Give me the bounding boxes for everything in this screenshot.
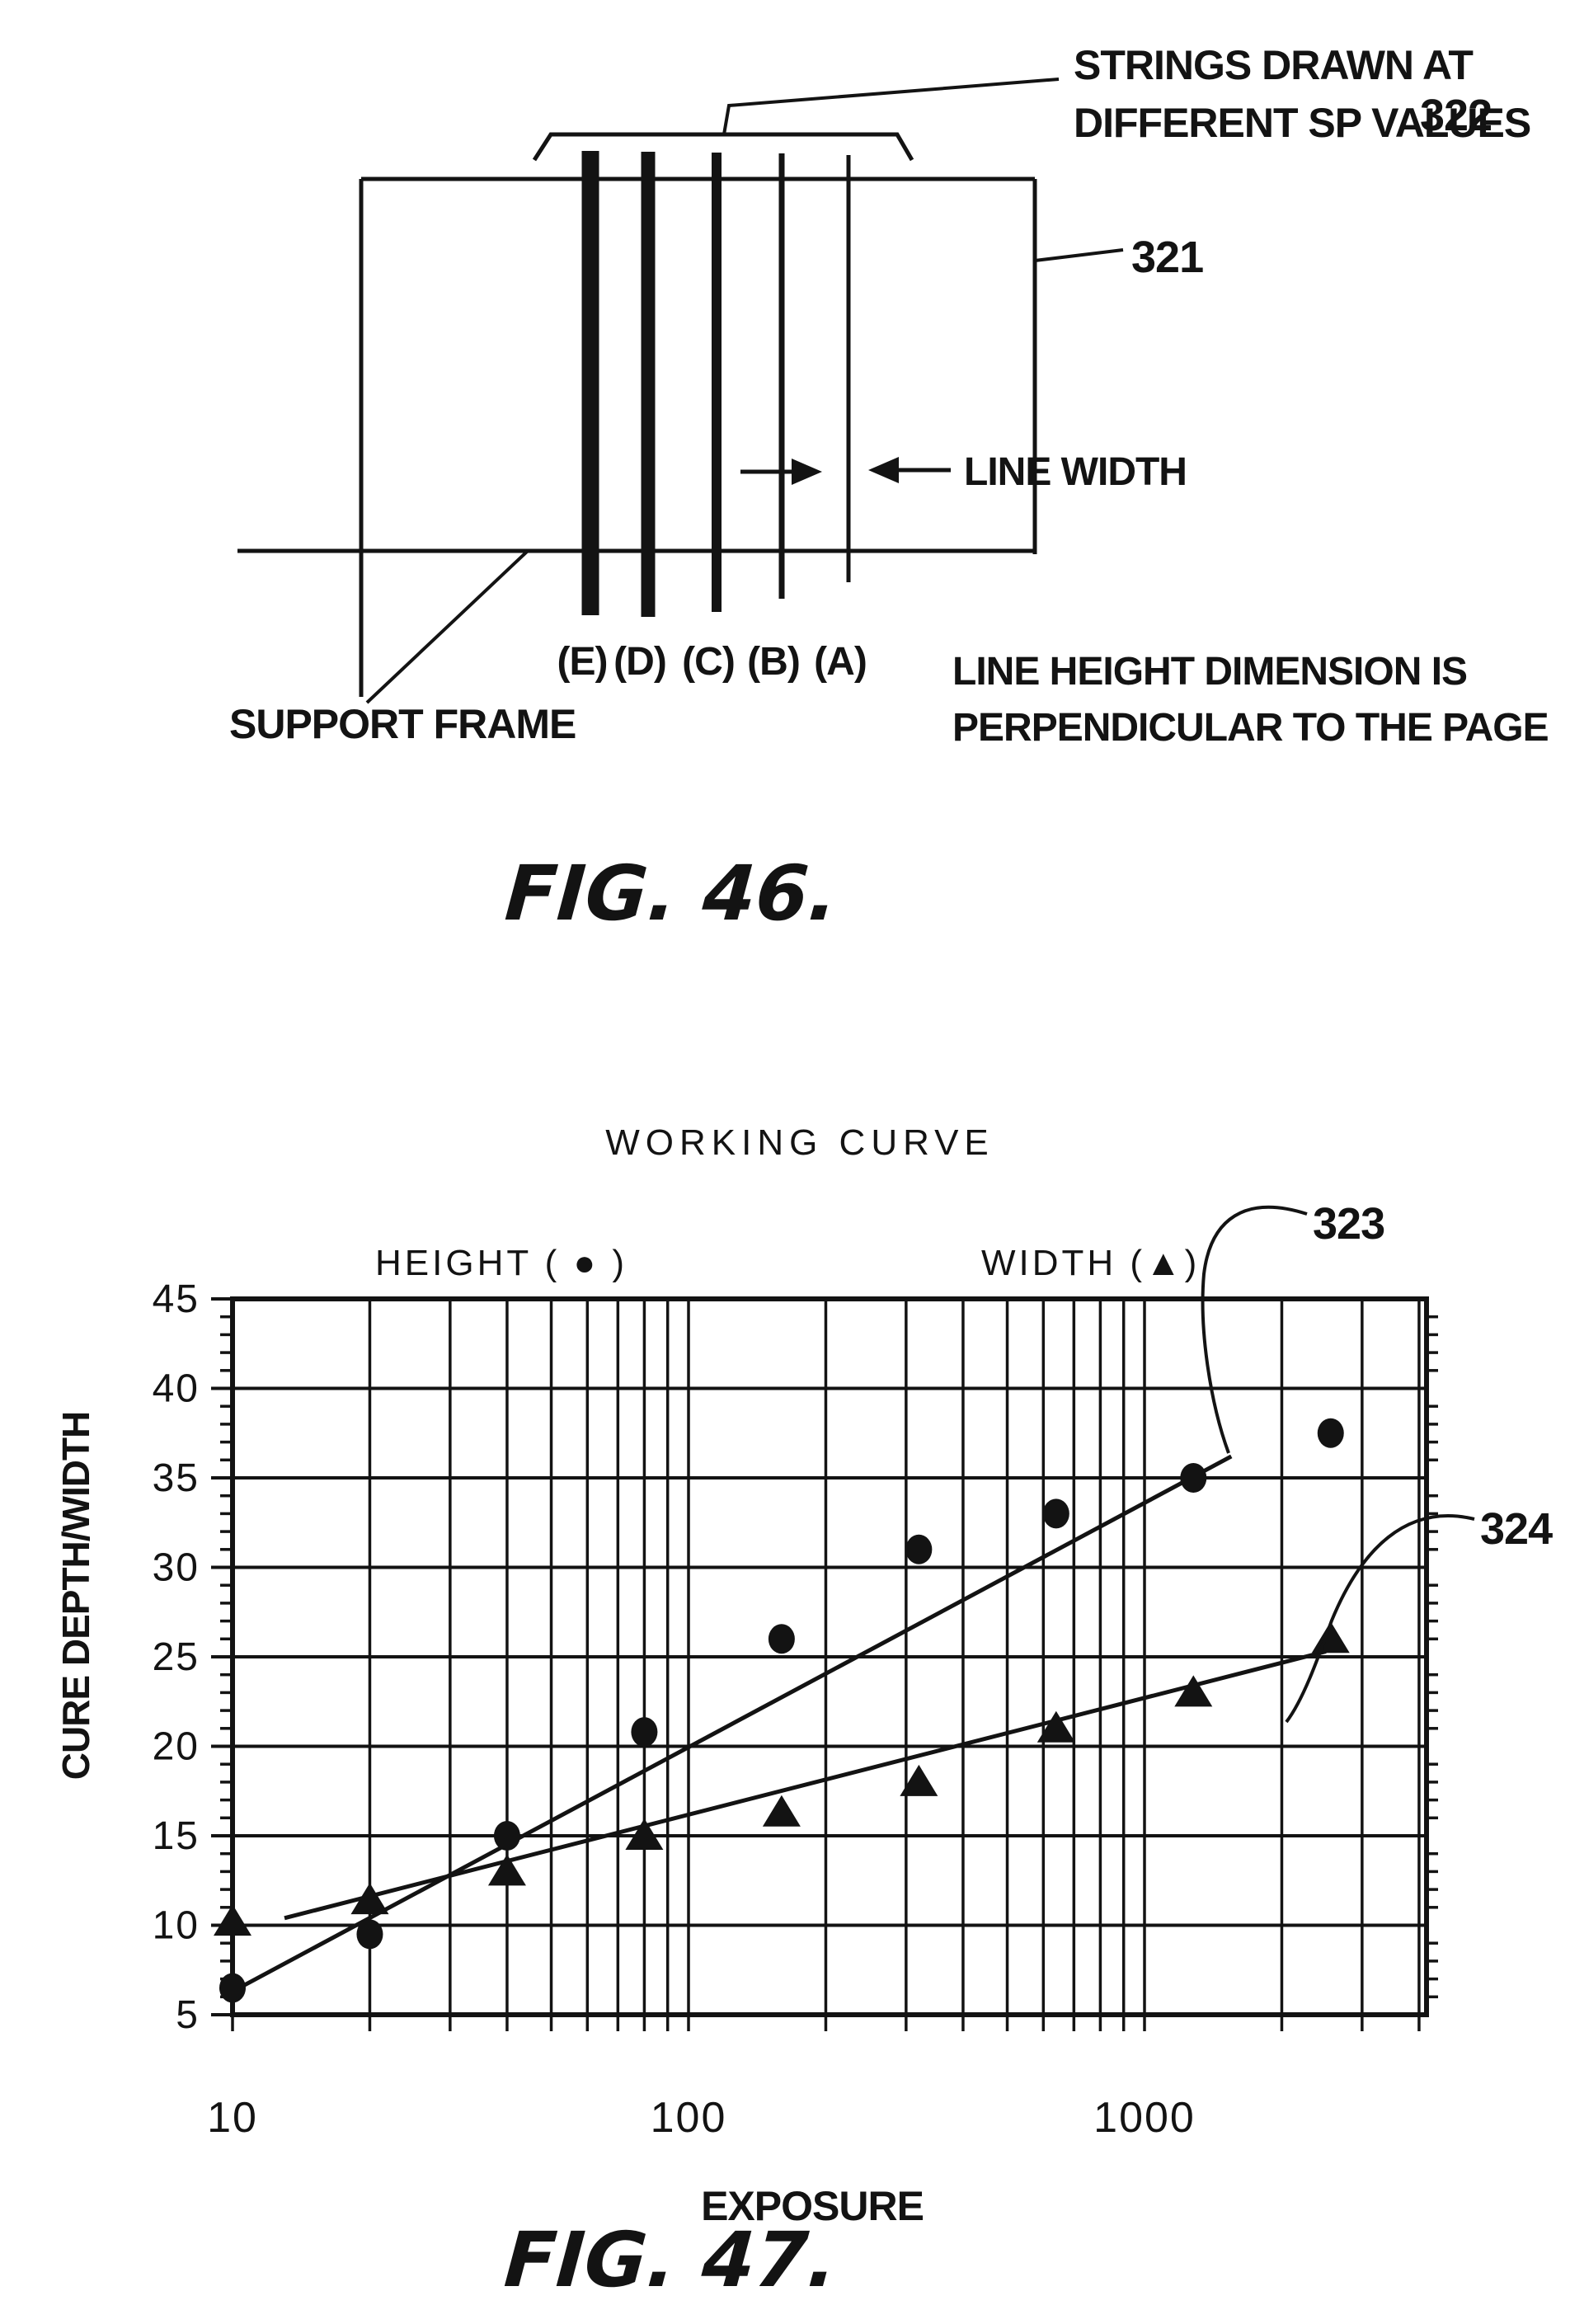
string-label: (D) — [613, 640, 666, 684]
string-line — [778, 153, 785, 599]
strings-note-line1: STRINGS DRAWN AT — [1074, 42, 1473, 88]
string-label: (C) — [682, 640, 735, 684]
width-data-point — [1036, 1710, 1075, 1743]
ref-324-leader-line — [1285, 1514, 1475, 1724]
string-line — [641, 152, 656, 617]
height-data-point — [768, 1624, 795, 1654]
height-data-point — [905, 1534, 933, 1564]
data-points-group — [214, 1418, 1350, 2003]
y-axis-title: CURE DEPTH/WIDTH — [54, 1412, 97, 1781]
chart-title: WORKING CURVE — [605, 1122, 994, 1163]
ref-323-label: 323 — [1313, 1199, 1384, 1249]
x-tick-label: 1000 — [1093, 2094, 1196, 2142]
height-note-line1: LINE HEIGHT DIMENSION IS — [952, 650, 1467, 694]
y-tick-label: 40 — [153, 1367, 200, 1411]
width-data-point — [350, 1883, 389, 1915]
ref-321-label: 321 — [1131, 233, 1203, 282]
y-tick-label: 5 — [176, 1993, 200, 2037]
trend-lines-group — [231, 1454, 1327, 1993]
line-width-arrow-right-head — [792, 459, 822, 485]
height-data-point — [1317, 1418, 1344, 1448]
x-tick-label: 100 — [651, 2094, 727, 2142]
fig47-caption: FIG. 47. — [501, 2216, 839, 2304]
line-width-label: LINE WIDTH — [964, 450, 1187, 494]
width-data-point — [214, 1904, 251, 1936]
string-line — [712, 153, 722, 612]
string-label: (B) — [747, 640, 800, 684]
y-tick-label: 10 — [153, 1904, 200, 1948]
string-label: (E) — [557, 640, 608, 684]
fig47-chart: 5 10 15 20 25 30 35 40 45 10 100 1000 WORKING CURVE… — [54, 1122, 1554, 2304]
y-tick-label: 15 — [153, 1814, 200, 1858]
width-data-point — [487, 1854, 526, 1886]
height-data-point — [356, 1919, 383, 1950]
strings-note-leader-line — [722, 78, 1060, 135]
string-labels-group: (E) (D) (C) (B) (A) — [557, 640, 867, 684]
y-tick-label: 25 — [153, 1635, 200, 1679]
y-tick-label: 45 — [153, 1277, 200, 1321]
axis-tick-labels-group: 5 10 15 20 25 30 35 40 45 10 100 1000 — [153, 1277, 1196, 2142]
width-trend-line — [284, 1649, 1327, 1921]
x-tick-label: 10 — [207, 2094, 258, 2142]
height-data-point — [1180, 1463, 1207, 1493]
y-tick-label: 30 — [153, 1546, 200, 1590]
height-data-point — [1042, 1498, 1069, 1529]
x-axis-title: EXPOSURE — [701, 2183, 924, 2229]
line-width-arrow-left-head — [868, 457, 899, 483]
height-trend-line — [231, 1454, 1233, 1993]
legend-height: HEIGHT ( ● ) — [375, 1243, 628, 1283]
ref-324-label: 324 — [1480, 1504, 1553, 1554]
width-data-point — [762, 1795, 801, 1827]
width-data-point — [625, 1818, 664, 1850]
fig46-diagram: (E) (D) (C) (B) (A) STRINGS DRAWN AT DIFFERE… — [229, 42, 1549, 938]
chart-gridlines-group — [231, 1297, 1427, 2016]
height-data-point — [219, 1973, 246, 2003]
support-frame-label: SUPPORT FRAME — [229, 701, 576, 747]
string-line — [846, 155, 851, 582]
strings-group — [581, 151, 851, 617]
y-tick-label: 35 — [153, 1456, 200, 1500]
height-note-line2: PERPENDICULAR TO THE PAGE — [952, 706, 1549, 750]
plot-frame — [230, 1296, 1429, 2017]
legend-width: WIDTH (▲) — [981, 1243, 1200, 1283]
ref-322-label: 322 — [1420, 91, 1492, 140]
support-frame-leader-line — [365, 549, 529, 704]
string-line — [581, 151, 599, 615]
strings-note-line2: DIFFERENT SP VALUES — [1074, 100, 1530, 146]
ref-323-leader-line — [1201, 1205, 1308, 1454]
string-label: (A) — [814, 640, 867, 684]
ref-321-leader-line — [1034, 248, 1124, 262]
y-tick-label: 20 — [153, 1725, 200, 1769]
width-data-point — [900, 1764, 938, 1796]
fig46-caption: FIG. 46. — [502, 849, 840, 938]
height-data-point — [631, 1717, 658, 1748]
height-data-point — [493, 1821, 520, 1851]
width-data-point — [1174, 1675, 1213, 1707]
